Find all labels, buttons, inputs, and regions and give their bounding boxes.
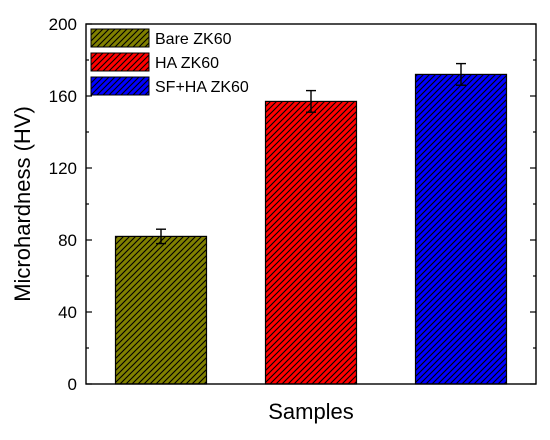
bars-layer (114, 73, 508, 385)
legend-label-sf-ha-zk60: SF+HA ZK60 (155, 79, 249, 96)
y-tick-label: 40 (58, 303, 77, 322)
error-bar-bare-zk60 (156, 228, 166, 245)
bar-bare-zk60 (114, 235, 208, 385)
y-axis-ticks: 0 40 80 120 160 200 (49, 15, 536, 394)
y-tick-label: 0 (68, 375, 77, 394)
error-bar-sf-ha-zk60 (456, 62, 466, 86)
legend-label-ha-zk60: HA ZK60 (155, 55, 219, 72)
error-bars-layer (156, 62, 466, 245)
bar-sf-ha-zk60 (414, 73, 508, 385)
legend-swatch-ha-zk60 (90, 52, 150, 72)
legend: Bare ZK60 HA ZK60 SF+HA ZK60 (90, 28, 249, 96)
y-axis-label: Microhardness (HV) (10, 106, 35, 302)
legend-swatch-sf-ha-zk60 (90, 76, 150, 96)
y-tick-label: 80 (58, 231, 77, 250)
error-bar-ha-zk60 (306, 89, 316, 113)
x-axis-label: Samples (268, 399, 354, 424)
bar-ha-zk60 (264, 100, 358, 385)
y-tick-label: 120 (49, 159, 77, 178)
y-tick-label: 160 (49, 87, 77, 106)
legend-swatch-bare-zk60 (90, 28, 150, 48)
y-tick-label: 200 (49, 15, 77, 34)
legend-label-bare-zk60: Bare ZK60 (155, 31, 232, 48)
